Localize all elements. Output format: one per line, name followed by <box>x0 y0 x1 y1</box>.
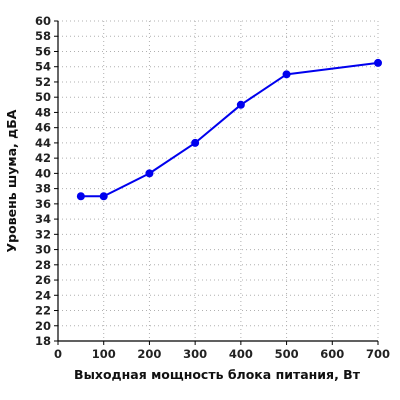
data-point <box>236 100 245 109</box>
y-tick-label: 22 <box>35 304 51 318</box>
grid <box>58 20 379 341</box>
x-tick-label: 0 <box>54 347 62 361</box>
y-tick-label: 48 <box>35 105 51 119</box>
y-tick-label: 24 <box>35 288 51 302</box>
y-tick-label: 28 <box>35 258 51 272</box>
y-tick-label: 36 <box>35 197 51 211</box>
y-tick-label: 42 <box>35 151 51 165</box>
x-tick-label: 700 <box>366 347 390 361</box>
y-tick-label: 50 <box>35 90 51 104</box>
data-point <box>99 192 108 201</box>
y-tick-label: 32 <box>35 227 51 241</box>
y-tick-label: 54 <box>35 60 51 74</box>
y-tick-label: 56 <box>35 44 51 58</box>
y-axis-title: Уровень шума, дБА <box>4 109 19 252</box>
y-tick-label: 30 <box>35 243 51 257</box>
series <box>76 58 382 201</box>
y-tick-label: 52 <box>35 75 51 89</box>
data-point <box>374 58 382 67</box>
y-tick-label: 46 <box>35 121 51 135</box>
x-tick-label: 500 <box>275 347 299 361</box>
x-axis-title: Выходная мощность блока питания, Вт <box>74 367 361 382</box>
y-tick-label: 58 <box>35 29 51 43</box>
y-tick-label: 40 <box>35 166 51 180</box>
y-tick-label: 26 <box>35 273 51 287</box>
x-tick-labels: 0 100 200 300 400 500 600 700 <box>54 341 390 361</box>
x-tick-label: 600 <box>320 347 344 361</box>
data-point <box>76 192 85 201</box>
y-tick-label: 44 <box>35 136 51 150</box>
data-point <box>282 70 291 79</box>
y-tick-label: 38 <box>35 182 51 196</box>
x-tick-label: 400 <box>229 347 253 361</box>
y-tick-label: 18 <box>35 334 51 348</box>
data-point <box>191 138 200 147</box>
y-tick-label: 20 <box>35 319 51 333</box>
y-tick-label: 60 <box>35 14 51 28</box>
data-point <box>145 169 154 178</box>
y-tick-label: 34 <box>35 212 51 226</box>
x-tick-label: 100 <box>92 347 116 361</box>
x-tick-label: 300 <box>183 347 207 361</box>
x-tick-label: 200 <box>137 347 161 361</box>
axes <box>57 21 378 342</box>
